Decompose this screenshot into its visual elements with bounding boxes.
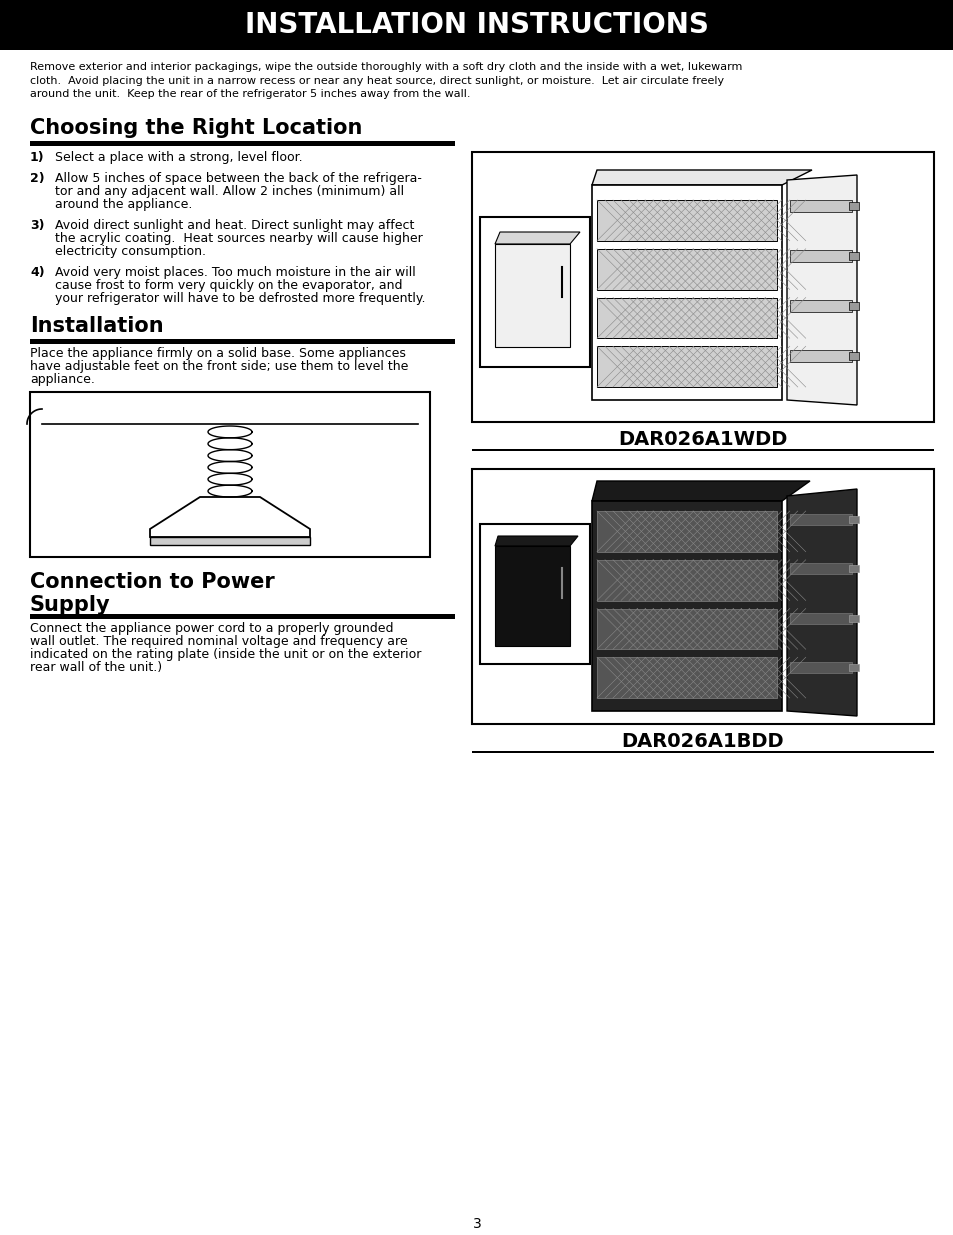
- Bar: [472, 751, 933, 753]
- Bar: [495, 546, 569, 646]
- Bar: [597, 200, 776, 241]
- Polygon shape: [150, 496, 310, 537]
- Bar: [597, 248, 776, 289]
- Bar: [597, 609, 776, 650]
- Text: 4): 4): [30, 266, 45, 279]
- Bar: [848, 303, 858, 310]
- Bar: [479, 217, 589, 367]
- Bar: [495, 245, 569, 347]
- Bar: [789, 613, 851, 624]
- Bar: [30, 391, 430, 557]
- Bar: [789, 249, 851, 262]
- Bar: [150, 537, 310, 545]
- Text: Avoid very moist places. Too much moisture in the air will: Avoid very moist places. Too much moistu…: [55, 266, 416, 279]
- Text: have adjustable feet on the front side; use them to level the: have adjustable feet on the front side; …: [30, 359, 408, 373]
- Text: DAR026A1WDD: DAR026A1WDD: [618, 430, 787, 450]
- Bar: [30, 338, 455, 343]
- Bar: [848, 516, 858, 522]
- Polygon shape: [495, 232, 579, 245]
- Bar: [789, 300, 851, 312]
- Bar: [597, 657, 776, 698]
- Bar: [789, 200, 851, 212]
- Bar: [789, 563, 851, 574]
- Text: 3: 3: [472, 1216, 481, 1231]
- Polygon shape: [592, 170, 811, 185]
- Polygon shape: [495, 536, 578, 546]
- Text: Remove exterior and interior packagings, wipe the outside thoroughly with a soft: Remove exterior and interior packagings,…: [30, 62, 741, 72]
- Text: cause frost to form very quickly on the evaporator, and: cause frost to form very quickly on the …: [55, 279, 402, 291]
- Bar: [848, 566, 858, 572]
- Text: appliance.: appliance.: [30, 373, 94, 387]
- Bar: [30, 614, 455, 619]
- Bar: [789, 662, 851, 673]
- Text: your refrigerator will have to be defrosted more frequently.: your refrigerator will have to be defros…: [55, 291, 425, 305]
- Bar: [0, 0, 953, 49]
- Bar: [472, 152, 933, 422]
- Bar: [848, 352, 858, 359]
- Bar: [789, 514, 851, 525]
- Bar: [30, 141, 455, 146]
- Bar: [848, 663, 858, 671]
- Text: cloth.  Avoid placing the unit in a narrow recess or near any heat source, direc: cloth. Avoid placing the unit in a narro…: [30, 75, 723, 85]
- Text: 2): 2): [30, 172, 45, 185]
- Text: INSTALLATION INSTRUCTIONS: INSTALLATION INSTRUCTIONS: [245, 11, 708, 40]
- Bar: [597, 511, 776, 552]
- Bar: [789, 350, 851, 362]
- Bar: [479, 524, 589, 664]
- Text: 3): 3): [30, 219, 45, 232]
- Text: indicated on the rating plate (inside the unit or on the exterior: indicated on the rating plate (inside th…: [30, 648, 421, 661]
- Text: Place the appliance firmly on a solid base. Some appliances: Place the appliance firmly on a solid ba…: [30, 347, 405, 359]
- Text: around the unit.  Keep the rear of the refrigerator 5 inches away from the wall.: around the unit. Keep the rear of the re…: [30, 89, 470, 99]
- Text: electricity consumption.: electricity consumption.: [55, 245, 206, 258]
- Bar: [848, 203, 858, 210]
- Bar: [848, 252, 858, 261]
- Text: Select a place with a strong, level floor.: Select a place with a strong, level floo…: [55, 151, 302, 164]
- Polygon shape: [592, 480, 809, 501]
- Bar: [592, 501, 781, 711]
- Polygon shape: [786, 489, 856, 716]
- Bar: [472, 450, 933, 451]
- Text: DAR026A1BDD: DAR026A1BDD: [621, 732, 783, 751]
- Text: tor and any adjacent wall. Allow 2 inches (minimum) all: tor and any adjacent wall. Allow 2 inche…: [55, 185, 404, 198]
- Text: 1): 1): [30, 151, 45, 164]
- Text: around the appliance.: around the appliance.: [55, 198, 193, 211]
- Text: Connection to Power
Supply: Connection to Power Supply: [30, 572, 274, 615]
- Polygon shape: [786, 175, 856, 405]
- Text: the acrylic coating.  Heat sources nearby will cause higher: the acrylic coating. Heat sources nearby…: [55, 232, 422, 245]
- Text: wall outlet. The required nominal voltage and frequency are: wall outlet. The required nominal voltag…: [30, 635, 407, 648]
- Bar: [597, 559, 776, 600]
- Text: Avoid direct sunlight and heat. Direct sunlight may affect: Avoid direct sunlight and heat. Direct s…: [55, 219, 414, 232]
- Bar: [592, 185, 781, 400]
- Bar: [597, 298, 776, 338]
- Text: rear wall of the unit.): rear wall of the unit.): [30, 661, 162, 674]
- Text: Connect the appliance power cord to a properly grounded: Connect the appliance power cord to a pr…: [30, 622, 393, 635]
- Text: Choosing the Right Location: Choosing the Right Location: [30, 119, 362, 138]
- Bar: [597, 346, 776, 387]
- Text: Installation: Installation: [30, 316, 164, 336]
- Text: Allow 5 inches of space between the back of the refrigera-: Allow 5 inches of space between the back…: [55, 172, 421, 185]
- Bar: [848, 615, 858, 621]
- Bar: [472, 469, 933, 724]
